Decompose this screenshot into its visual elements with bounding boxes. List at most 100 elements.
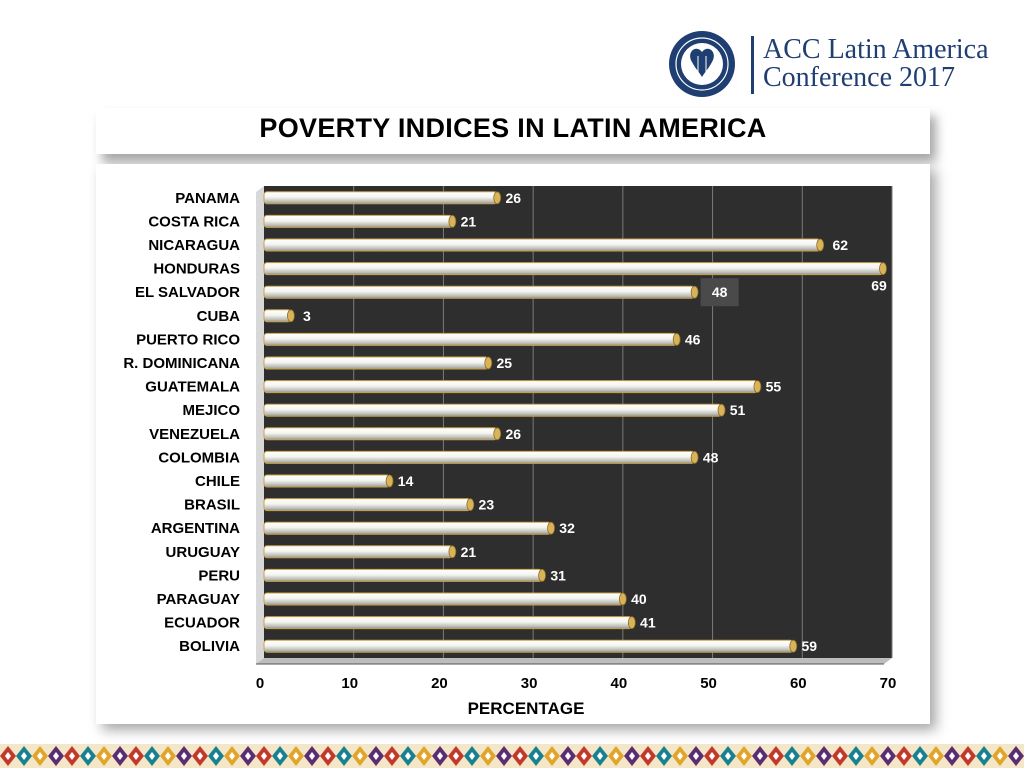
poverty-bar-chart: 0 10 20 30 40 50 60 70 PERCENTAGE PANAMA 26 COSTA R… (123, 186, 897, 718)
border-diamond-inner (549, 752, 555, 760)
plot-area (264, 186, 892, 658)
category-label: BRASIL (184, 497, 240, 514)
border-diamond-inner (53, 752, 59, 760)
border-diamond-inner (37, 752, 43, 760)
bar-cap (879, 262, 887, 275)
border-diamond-inner (21, 752, 27, 760)
bar-cap (547, 521, 555, 535)
plot-floor (256, 658, 892, 664)
bar (263, 403, 723, 417)
border-diamond-inner (389, 752, 395, 760)
bar-cap (816, 238, 825, 252)
bar (263, 616, 633, 630)
bar (263, 450, 696, 464)
bar (263, 427, 498, 441)
value-label: 3 (303, 308, 311, 324)
border-diamond-inner (661, 752, 667, 760)
border-diamond-inner (533, 752, 539, 760)
border-diamond-inner (917, 752, 923, 760)
category-label: VENEZUELA (149, 426, 240, 443)
plot-side-wall (256, 186, 264, 664)
border-diamond-inner (869, 752, 875, 760)
bar (263, 474, 391, 488)
border-diamond-inner (805, 752, 811, 760)
bar (263, 356, 489, 370)
x-axis-title: PERCENTAGE (468, 699, 585, 718)
category-label: R. DOMINICANA (123, 355, 240, 372)
border-diamond-inner (757, 752, 763, 760)
decorative-border (0, 744, 1024, 768)
category-label: ARGENTINA (151, 520, 240, 537)
chart-title: POVERTY INDICES IN LATIN AMERICA (259, 113, 767, 143)
border-diamond-inner (821, 752, 827, 760)
bar (263, 191, 498, 205)
value-label: 41 (640, 615, 656, 631)
border-diamond-inner (181, 752, 187, 760)
value-label: 62 (832, 237, 848, 253)
border-diamond-inner (981, 752, 987, 760)
category-label: BOLIVIA (179, 638, 240, 655)
bar (263, 498, 471, 512)
border-diamond-inner (245, 752, 251, 760)
bar (263, 309, 292, 323)
border-diamond-inner (213, 752, 219, 760)
category-label: MEJICO (182, 402, 240, 419)
value-label: 48 (712, 284, 728, 300)
value-label: 48 (703, 449, 719, 465)
border-diamond-inner (613, 752, 619, 760)
bar-cap (448, 215, 457, 228)
value-label: 21 (461, 544, 477, 560)
bar-cap (287, 309, 295, 323)
border-diamond-inner (373, 752, 379, 760)
acc-seal-icon (669, 31, 735, 97)
value-label: 69 (871, 278, 887, 294)
bar-cap (493, 427, 502, 441)
border-diamond-inner (453, 752, 459, 760)
category-label: GUATEMALA (145, 379, 240, 396)
bar-cap (789, 639, 798, 653)
border-diamond-inner (965, 752, 971, 760)
border-diamond-inner (629, 752, 635, 760)
border-diamond-inner (565, 752, 571, 760)
value-label: 14 (398, 473, 414, 489)
category-label: EL SALVADOR (135, 284, 240, 301)
category-label: PANAMA (175, 190, 240, 207)
border-diamond-inner (645, 752, 651, 760)
logo-divider (751, 36, 754, 94)
border-diamond-inner (469, 752, 475, 760)
category-label: URUGUAY (166, 544, 240, 561)
bar-cap (618, 592, 627, 606)
border-diamond-inner (501, 752, 507, 760)
bar (263, 262, 884, 276)
x-tick-label: 30 (521, 675, 538, 692)
border-diamond-inner (693, 752, 699, 760)
border-diamond-inner (853, 752, 859, 760)
border-diamond-inner (517, 752, 523, 760)
bar-cap (672, 332, 681, 346)
border-diamond-inner (133, 752, 139, 760)
bar-cap (385, 474, 394, 488)
value-label: 31 (550, 567, 566, 583)
chart-card: 0 10 20 30 40 50 60 70 PERCENTAGE PANAMA 26 COSTA R… (96, 164, 930, 724)
bar (263, 639, 794, 653)
bar (263, 592, 624, 606)
border-diamond-inner (949, 752, 955, 760)
category-label: ECUADOR (164, 615, 240, 632)
border-diamond-inner (485, 752, 491, 760)
bar-cap (690, 285, 699, 299)
bar (263, 285, 696, 299)
value-label: 25 (496, 355, 512, 371)
border-diamond-inner (837, 752, 843, 760)
border-diamond-inner (197, 752, 203, 760)
border-diamond-inner (117, 752, 123, 760)
border-diamond-inner (709, 752, 715, 760)
bar-cap (484, 356, 493, 370)
bar-cap (753, 380, 762, 394)
border-diamond-inner (405, 752, 411, 760)
value-label: 59 (802, 638, 818, 654)
category-label: PUERTO RICO (136, 331, 240, 348)
x-tick-label: 50 (700, 675, 717, 692)
border-diamond-inner (773, 752, 779, 760)
x-tick-label: 70 (880, 675, 897, 692)
value-label: 26 (505, 426, 521, 442)
